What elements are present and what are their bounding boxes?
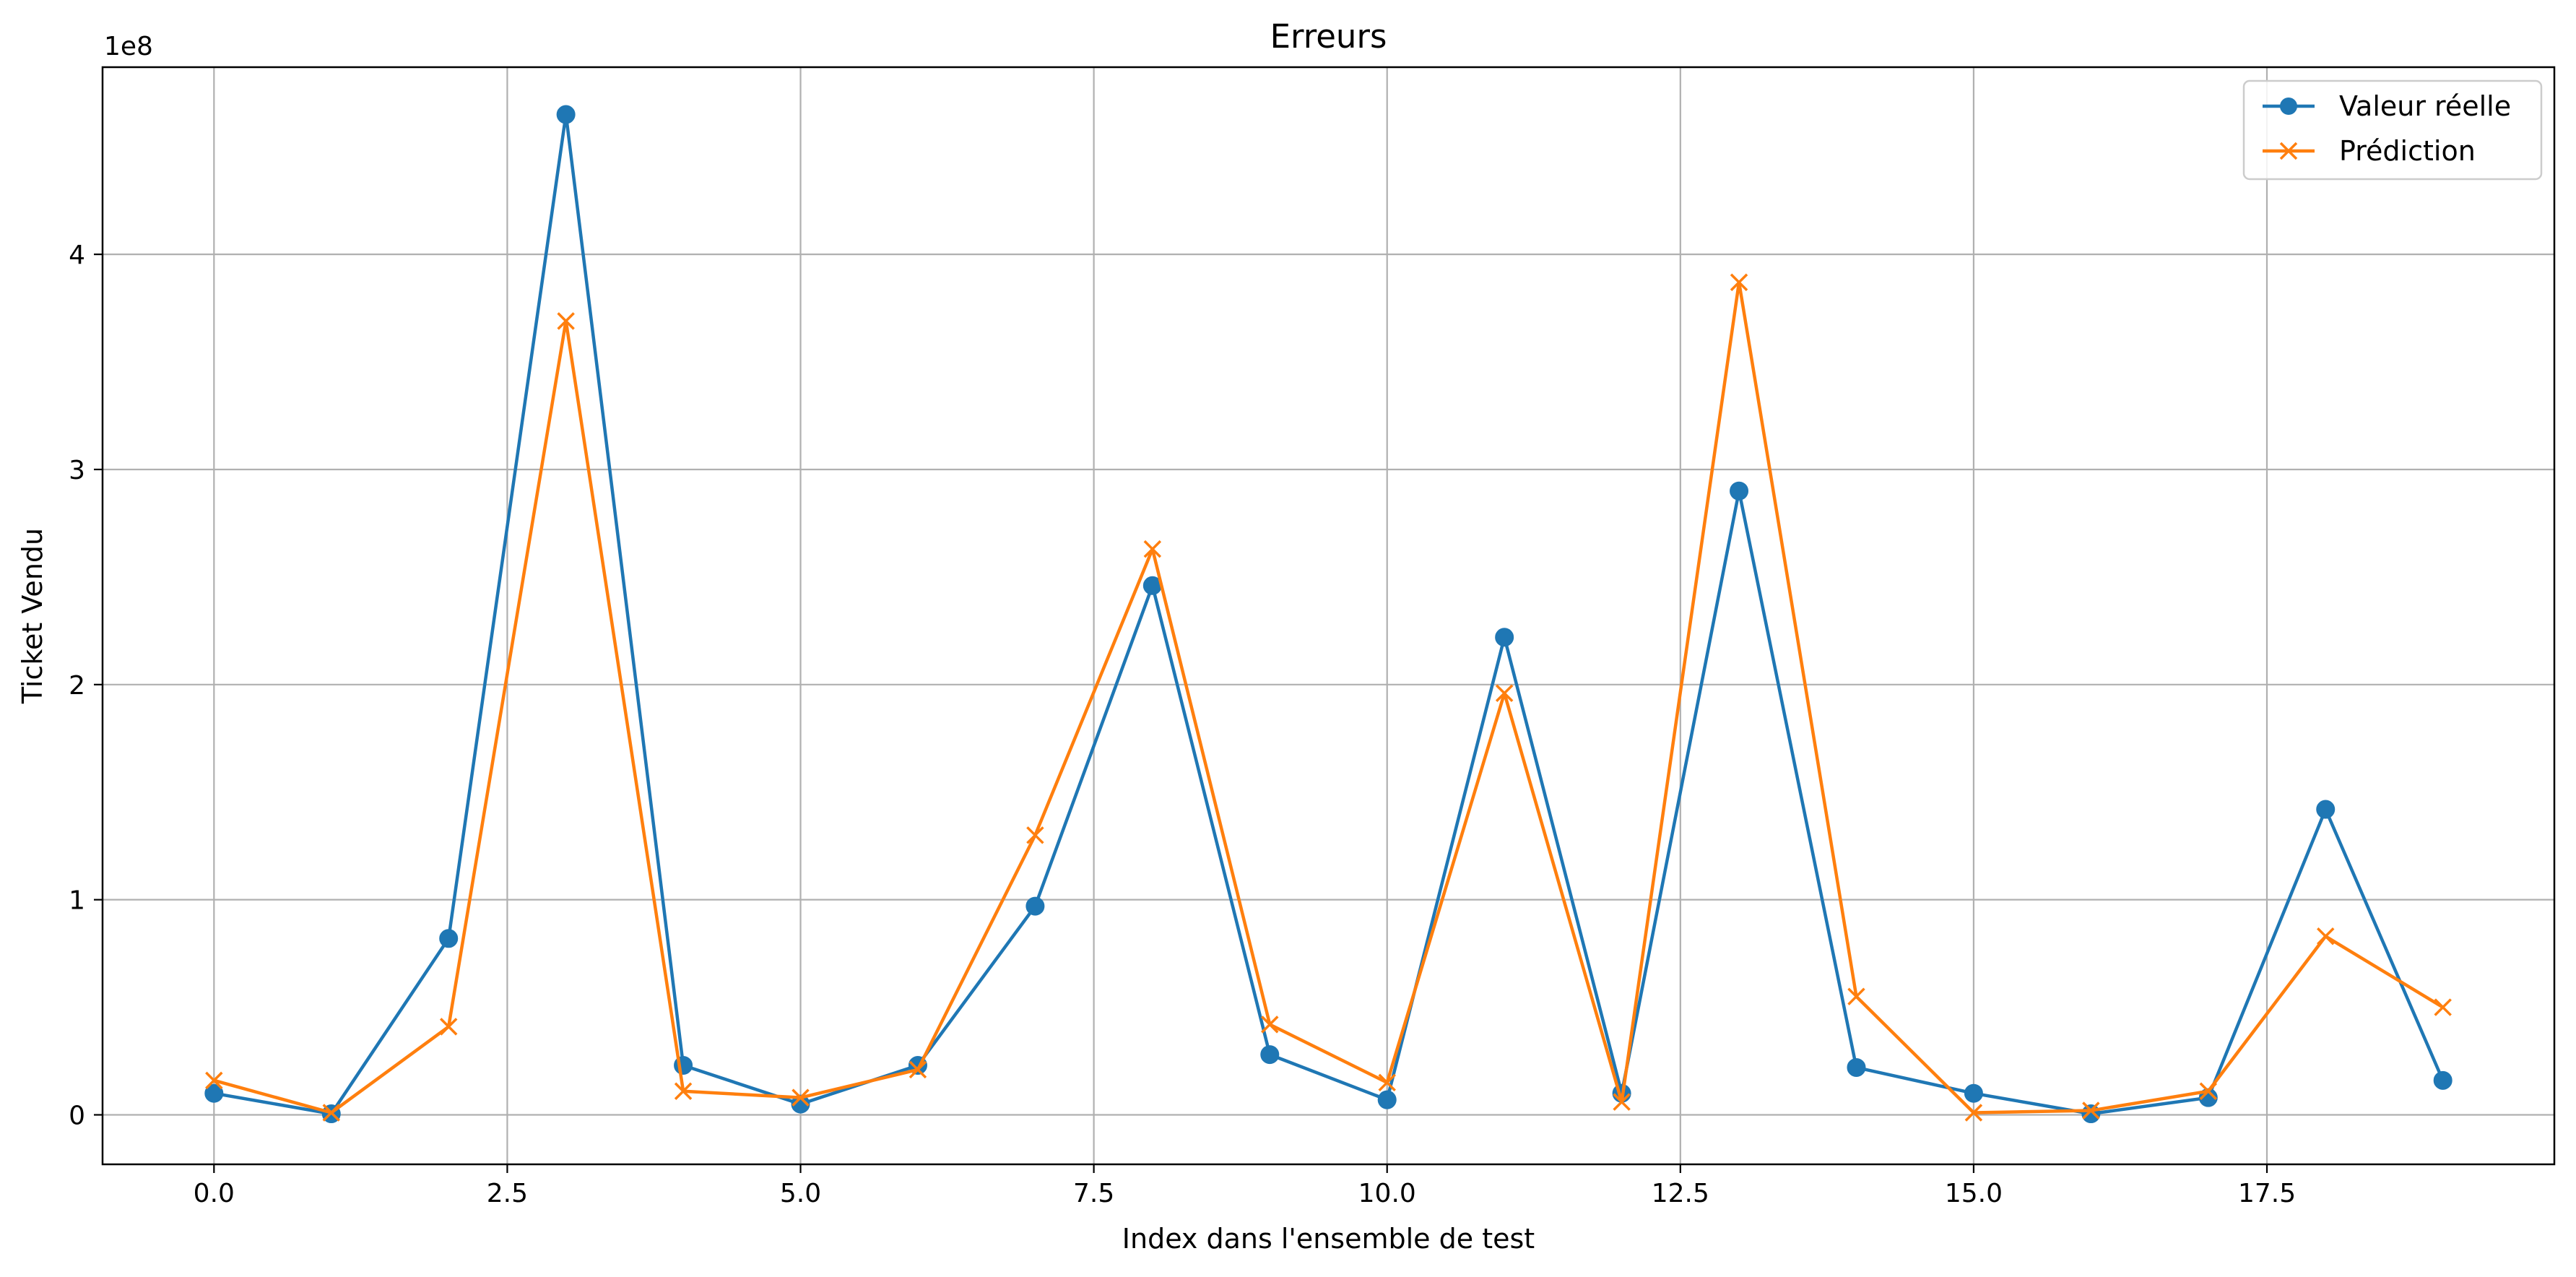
data-point: [557, 312, 575, 330]
data-point: [1378, 1073, 1396, 1092]
legend-item: Valeur réelle: [2263, 90, 2511, 122]
legend: Valeur réelle Prédiction: [2242, 79, 2543, 181]
data-point: [2199, 1082, 2218, 1100]
data-point: [556, 105, 576, 124]
x-tick-label: 17.5: [2238, 1179, 2296, 1208]
data-point: [1495, 684, 1514, 702]
data-point: [1847, 1057, 1866, 1077]
x-tick-label: 2.5: [487, 1179, 528, 1208]
y-axis: 0 1 2 3 4: [69, 241, 103, 1130]
plot-frame: [101, 66, 2556, 1166]
y-tick-label: 4: [69, 241, 85, 270]
series-layer: [204, 105, 2453, 1124]
data-point: [439, 1018, 458, 1036]
data-point: [1964, 1104, 1983, 1122]
y-tick-label: 3: [69, 456, 85, 485]
data-point: [1377, 1090, 1397, 1109]
data-point: [1260, 1045, 1280, 1065]
data-point: [1025, 896, 1045, 916]
series-prediction: [205, 273, 2452, 1122]
data-point: [908, 1060, 927, 1079]
x-tick-label: 7.5: [1073, 1179, 1114, 1208]
data-point: [1026, 826, 1044, 844]
data-point: [792, 1088, 810, 1107]
legend-marker: [2279, 142, 2298, 160]
y-axis-label: Ticket Vendu: [17, 528, 48, 704]
x-tick-label: 12.5: [1652, 1179, 1709, 1208]
legend-marker: [2280, 98, 2297, 115]
data-point: [1261, 1016, 1279, 1034]
data-point: [1964, 1083, 1983, 1103]
data-point: [1847, 987, 1865, 1005]
y-axis-offset-label: 1e8: [104, 32, 153, 61]
x-axis: 0.0 2.5 5.0 7.5 10.0 12.5 15.0 17.5: [194, 1164, 2296, 1208]
x-axis-label: Index dans l'ensemble de test: [1122, 1223, 1535, 1255]
x-tick-label: 10.0: [1358, 1179, 1416, 1208]
data-point: [2316, 800, 2336, 819]
data-point: [2082, 1101, 2100, 1120]
data-point: [2081, 1104, 2101, 1124]
data-point: [1730, 481, 1749, 501]
data-point: [322, 1104, 340, 1122]
data-point: [1730, 273, 1748, 292]
data-point: [1613, 1093, 1631, 1111]
legend-label: Valeur réelle: [2339, 90, 2511, 122]
legend-item: Prédiction: [2263, 135, 2476, 167]
grid: [103, 67, 2554, 1164]
x-tick-label: 15.0: [1945, 1179, 2003, 1208]
chart-title: Erreurs: [1270, 17, 1387, 56]
data-point: [205, 1071, 223, 1090]
x-tick-label: 0.0: [194, 1179, 235, 1208]
data-point: [674, 1082, 693, 1100]
series-line: [213, 280, 2444, 1114]
data-point: [791, 1094, 810, 1114]
data-point: [2434, 998, 2452, 1016]
data-point: [2317, 927, 2335, 945]
data-point: [2433, 1070, 2453, 1090]
legend-frame: [2242, 79, 2543, 181]
y-tick-label: 1: [69, 886, 85, 916]
legend-label: Prédiction: [2339, 135, 2476, 167]
x-tick-label: 5.0: [780, 1179, 821, 1208]
data-point: [204, 1083, 224, 1103]
data-point: [1495, 628, 1514, 647]
y-tick-label: 0: [69, 1101, 85, 1130]
y-tick-label: 2: [69, 671, 85, 701]
data-point: [439, 929, 459, 948]
data-point: [1143, 540, 1162, 558]
